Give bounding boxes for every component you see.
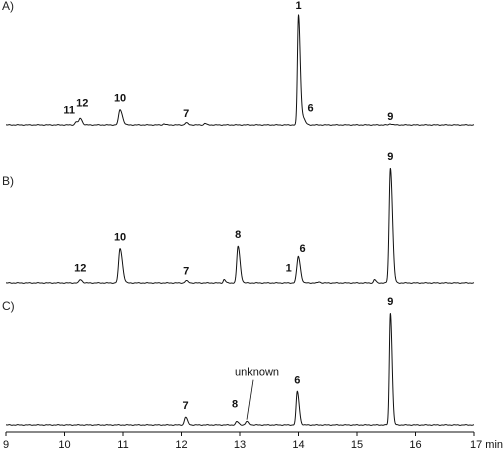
peak-label: 7 [183,400,189,412]
peak-label: 12 [74,263,86,275]
peak-label: 1 [295,0,301,12]
x-tick-label: 17 min [470,439,503,451]
annotation-leader-line [246,379,254,420]
x-tick-label: 10 [58,439,70,451]
peak-label: 6 [308,102,314,114]
x-tick-label: 11 [117,439,128,451]
peak-label: 9 [387,296,393,308]
panel-label: A) [2,0,14,13]
peak-label: 6 [299,243,305,255]
peak-label: 1 [286,262,292,274]
peak-label: 6 [294,374,300,386]
panel-label: B) [2,174,14,188]
panel-2: C) 7 8 unknown 6 9 [2,296,475,426]
x-tick-label: 12 [175,439,187,451]
peak-label: unknown [235,367,279,379]
peak-label: 9 [387,111,393,123]
peak-label: 10 [114,232,126,244]
x-tick-label: 14 [292,439,304,451]
peak-label: 11 [63,105,75,117]
chromatogram-trace [5,14,475,126]
peak-label: 7 [183,108,189,120]
x-tick-label: 13 [234,439,246,451]
x-tick-label: 9 [3,439,9,451]
peak-label: 7 [183,266,189,278]
x-tick-label: 16 [409,439,421,451]
peak-label: 12 [76,97,88,109]
panel-1: B) 12 10 7 8 16 9 [2,151,475,284]
panel-label: C) [2,299,15,313]
x-tick-label: 15 [351,439,363,451]
peak-label: 8 [232,399,238,411]
peak-label: 9 [387,151,393,163]
peak-label: 8 [235,229,241,241]
peak-label: 10 [114,93,126,105]
chromatogram-trace [5,313,475,426]
chromatogram-trace [5,167,475,284]
